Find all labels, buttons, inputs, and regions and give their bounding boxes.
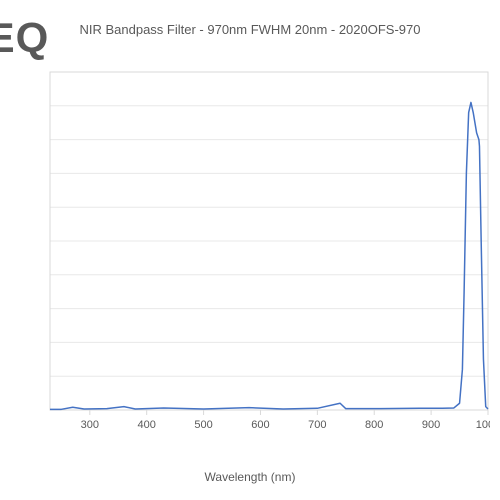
- x-tick-label: 600: [251, 419, 269, 431]
- x-tick-label: 800: [365, 419, 383, 431]
- x-tick-label: 700: [308, 419, 326, 431]
- x-tick-label: 900: [422, 419, 440, 431]
- x-tick-label: 300: [81, 419, 99, 431]
- line-chart: 300 400 500 600 700 800 900 1000: [40, 70, 490, 440]
- x-tick-label: 500: [194, 419, 212, 431]
- chart-title: NIR Bandpass Filter - 970nm FWHM 20nm - …: [0, 22, 500, 37]
- x-tick-label: 1000: [476, 419, 490, 431]
- chart-frame: TEQ NIR Bandpass Filter - 970nm FWHM 20n…: [0, 0, 500, 500]
- plot-area: 300 400 500 600 700 800 900 1000: [40, 70, 490, 440]
- x-tick-label: 400: [138, 419, 156, 431]
- x-axis-label: Wavelength (nm): [0, 470, 500, 484]
